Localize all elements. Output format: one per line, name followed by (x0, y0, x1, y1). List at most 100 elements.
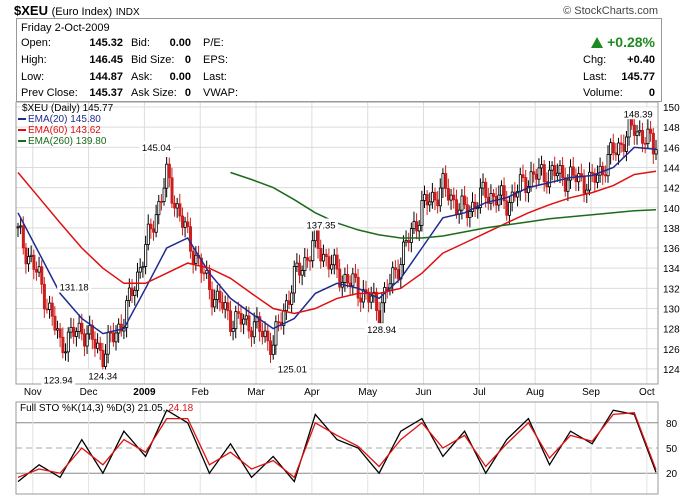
candle-body (596, 174, 600, 183)
candle-body (478, 187, 482, 208)
candle-body (266, 330, 270, 342)
x-tick-label: Sep (582, 387, 600, 398)
candle-body (85, 333, 89, 347)
candle-body (550, 165, 554, 171)
candle-body (263, 330, 267, 338)
candle-body (619, 142, 623, 145)
candle-body (471, 201, 475, 212)
candle-body (486, 196, 490, 204)
candle-body (540, 164, 544, 169)
candle-body (446, 188, 450, 201)
main-plot-border (15, 101, 659, 385)
candle-body (563, 177, 567, 192)
candle-body (88, 325, 92, 335)
candle-body (590, 171, 594, 175)
x-tick-label: Jun (415, 387, 431, 398)
candle-body (438, 187, 442, 207)
candle-body (16, 226, 20, 229)
candle-body (359, 297, 363, 303)
sto-y-axis-ticks: 20 50 80 (666, 419, 678, 480)
candle-body (27, 256, 31, 265)
x-tick-label: Oct (639, 387, 655, 398)
candle-body (632, 124, 636, 136)
annotation-bg (275, 362, 310, 375)
candle-body (117, 323, 121, 334)
candle-body (19, 225, 23, 228)
candle-body (332, 254, 336, 266)
annotation-bg (57, 280, 92, 293)
x-tick-label: Dec (80, 387, 98, 398)
candle-body (64, 351, 68, 354)
candle-body (35, 269, 39, 273)
x-tick-label: Aug (526, 387, 544, 398)
candle-body (247, 315, 251, 332)
candle-body (42, 283, 46, 310)
symbol: $XEU (14, 3, 48, 18)
candle-body (529, 171, 533, 187)
candle-body (423, 194, 427, 201)
candle-body (66, 331, 70, 353)
candle-body (306, 257, 310, 261)
last-label: Last: (583, 71, 607, 83)
candle-body (537, 167, 541, 180)
chg-value: +0.40 (627, 54, 655, 66)
candle-body (252, 321, 256, 338)
candle-body (189, 226, 193, 252)
symbol-header: $XEU (Euro Index) INDX (14, 3, 140, 18)
candle-body (106, 331, 110, 355)
candle-body (455, 199, 459, 215)
candle-body (111, 332, 115, 343)
candle-body (627, 118, 631, 138)
candle-body (53, 315, 57, 331)
candle-body (603, 174, 607, 177)
candle-body (409, 228, 413, 243)
candle-body (646, 128, 650, 145)
candle-body (119, 323, 123, 332)
candle-body (133, 289, 137, 297)
candle-body (460, 195, 464, 211)
candle-body (165, 163, 169, 189)
candle-body (622, 144, 626, 152)
candle-body (534, 173, 538, 180)
candle-body (178, 203, 182, 217)
candle-body (37, 266, 41, 273)
x-tick-label: Mar (247, 387, 265, 398)
eps-label: EPS: (203, 54, 229, 66)
candle-body (159, 200, 163, 203)
chart-legend: $XEU (Daily) 145.77 EMA(20) 145.80 EMA(6… (18, 103, 114, 147)
chg-label: Chg: (583, 54, 607, 66)
candle-body (167, 163, 171, 179)
candle-body (125, 300, 129, 328)
sto-legend-label: Full STO %K(14,3) %D(3) 21.05, (20, 403, 165, 414)
x-tick-label: May (358, 387, 377, 398)
candle-body (130, 287, 134, 297)
y-tick-label: 142 (663, 184, 680, 195)
candle-body (40, 266, 44, 285)
high-value: 146.45 (89, 54, 123, 66)
candle-body (452, 194, 456, 201)
legend-ema60: EMA(60) 143.62 (28, 125, 101, 136)
candle-body (24, 247, 28, 265)
main-marks (16, 108, 658, 376)
candle-body (45, 308, 49, 311)
candle-body (319, 248, 323, 262)
candle-body (611, 142, 615, 154)
candle-body (441, 173, 445, 189)
volume-label: Volume: (583, 87, 623, 99)
candle-body (146, 223, 150, 245)
candle-body (425, 194, 429, 206)
candle-body (500, 185, 504, 196)
pct-change-value: +0.28% (607, 34, 655, 50)
candle-body (532, 171, 536, 175)
candle-body (213, 299, 217, 308)
candle-body (231, 328, 235, 332)
x-tick-label: 2009 (133, 387, 156, 398)
y-tick-label: 128 (663, 325, 680, 336)
candle-body (396, 269, 400, 280)
candle-body (157, 200, 161, 216)
candle-body (383, 287, 387, 304)
vwap-label: VWAP: (203, 87, 239, 99)
candle-body (80, 322, 84, 335)
candle-body (218, 290, 222, 303)
candle-body (210, 289, 214, 308)
